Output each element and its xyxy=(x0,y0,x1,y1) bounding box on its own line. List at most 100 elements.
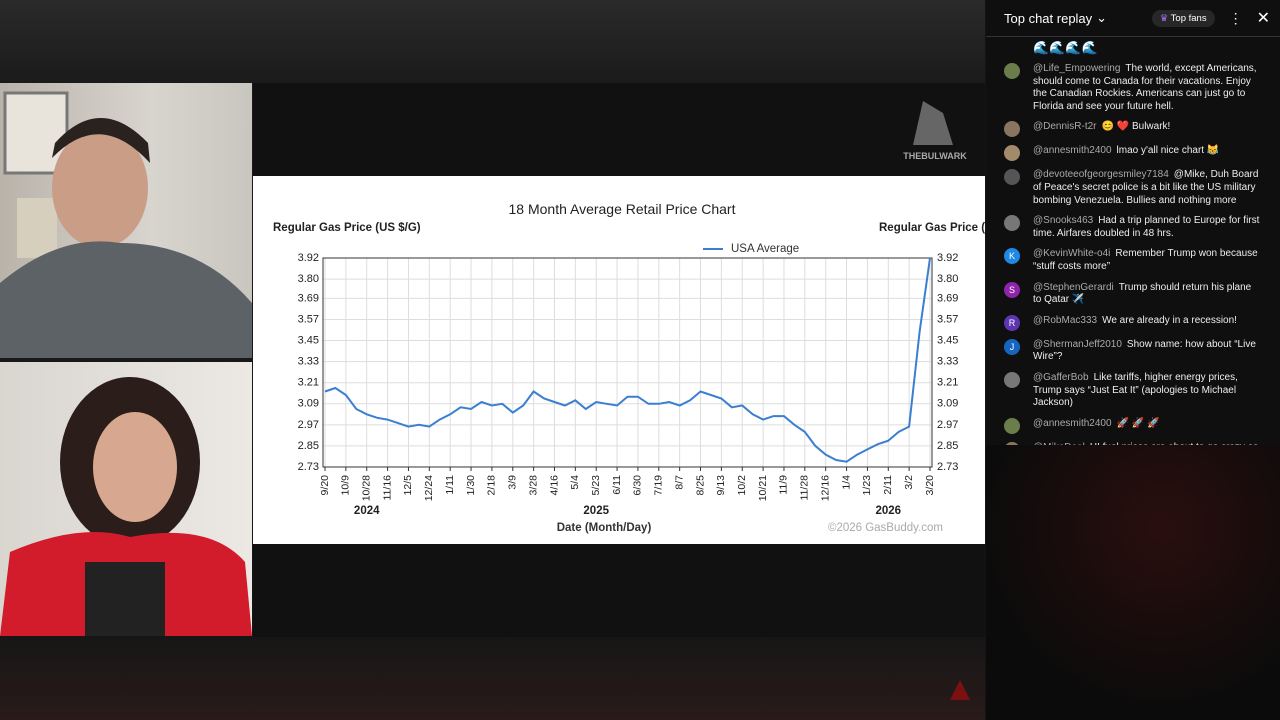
y-tick-label: 3.69 xyxy=(298,292,319,304)
y2-tick-label: 3.80 xyxy=(937,273,958,285)
y-tick-label: 3.57 xyxy=(298,313,319,325)
x-tick-label: 6/30 xyxy=(632,475,644,496)
top-fans-label: Top fans xyxy=(1170,12,1207,24)
x-tick-label: 1/23 xyxy=(861,475,873,496)
y-tick-label: 3.21 xyxy=(298,377,319,389)
x-tick-label: 12/5 xyxy=(402,475,414,496)
avatar[interactable] xyxy=(1004,441,1020,445)
y-tick-label: 3.09 xyxy=(298,398,319,410)
x-tick-label: 10/2 xyxy=(736,475,748,496)
x-tick-label: 3/20 xyxy=(924,475,936,496)
message-body: @ShermanJeff2010 Show name: how about “Li… xyxy=(1033,339,1262,364)
x-tick-label: 10/9 xyxy=(340,475,352,496)
y-tick-label: 2.73 xyxy=(298,461,319,473)
top-fans-button[interactable]: ♛ Top fans xyxy=(1151,9,1215,27)
y2-tick-label: 2.97 xyxy=(937,419,958,431)
chat-message: S @StephenGerardi Trump should return his … xyxy=(986,278,1280,311)
author[interactable]: @devoteeofgeorgesmiley7184 xyxy=(1033,169,1169,181)
logo-area: THEBULWARK xyxy=(903,101,967,161)
y-tick-label: 2.97 xyxy=(298,419,319,431)
message-body: @Snooks463 Had a trip planned to Europe f… xyxy=(1033,215,1262,240)
year-label: 2026 xyxy=(875,505,901,517)
author[interactable]: @annesmith2400 xyxy=(1033,417,1112,429)
x-tick-label: 6/11 xyxy=(611,475,623,495)
message-body: @annesmith2400 lmao y'all nice chart 😹 xyxy=(1033,145,1219,161)
y2-tick-label: 3.57 xyxy=(937,313,958,325)
x-tick-label: 11/9 xyxy=(778,475,790,495)
close-button[interactable]: ✕ xyxy=(1256,10,1270,27)
avatar[interactable] xyxy=(1004,215,1020,232)
message-body: @MikeDeal HI fuel prices are about to go … xyxy=(1033,442,1258,445)
chat-panel: Top chat replay ⌄ ♛ Top fans ⋮ ✕ 🌊🌊🌊🌊 @L… xyxy=(986,0,1280,720)
author[interactable]: @GafferBob xyxy=(1033,371,1089,383)
x-tick-label: 2/18 xyxy=(486,475,498,496)
chevron[interactable]: ⌄ xyxy=(1096,10,1108,25)
avatar[interactable] xyxy=(1004,417,1020,434)
message-body: @RobMac333 We are already in a recession! xyxy=(1033,315,1237,331)
x-tick-label: 8/7 xyxy=(673,475,685,490)
message-body: @DennisR-t2r 😊 ❤️ Bulwark! xyxy=(1033,121,1170,137)
x-tick-label: 11/28 xyxy=(799,475,811,501)
avatar[interactable] xyxy=(1004,371,1020,388)
avatar[interactable] xyxy=(1004,145,1020,162)
empty-area xyxy=(986,445,1280,720)
x-tick-label: 9/13 xyxy=(715,475,727,496)
message-text: Show name: how about “Live Wire”? xyxy=(1033,338,1256,363)
author[interactable]: @Snooks463 xyxy=(1033,215,1094,227)
message-text: @Mike, Duh Board of Peace's secret polic… xyxy=(1033,169,1259,206)
chat-message: J @ShermanJeff2010 Show name: how about “L… xyxy=(986,335,1280,368)
message-text: 😊 ❤️ Bulwark! xyxy=(1101,121,1171,133)
year-label: 2025 xyxy=(583,505,609,517)
avatar[interactable]: K xyxy=(1004,248,1020,265)
x-tick-label: 1/4 xyxy=(840,475,852,490)
message-body: @KevinWhite-o4i Remember Trump won becaus… xyxy=(1033,248,1262,273)
chat-message: @annesmith2400 🚀 🚀 🚀 xyxy=(986,414,1280,438)
avatar[interactable] xyxy=(1004,121,1020,138)
y-axis-label: Regular Gas Price (US $/G) xyxy=(273,222,421,234)
webcam-host xyxy=(0,83,252,358)
x-tick-label: 7/19 xyxy=(653,475,665,496)
message-body: @GafferBob Like tariffs, higher energy pr… xyxy=(1033,372,1262,410)
avatar[interactable]: R xyxy=(1004,314,1020,331)
x-tick-label: 3/9 xyxy=(507,475,519,490)
avatar[interactable]: J xyxy=(1004,338,1020,355)
message-text: We are already in a recession! xyxy=(1102,314,1237,326)
logo: THEBULWARK xyxy=(903,151,967,161)
chart: 18 Month Average Retail Price Chart Regu… xyxy=(253,176,985,544)
message-text: lmao y'all nice chart 😹 xyxy=(1116,145,1220,157)
y2-tick-label: 3.45 xyxy=(937,334,958,346)
message-text: Like tariffs, higher energy prices, Trum… xyxy=(1033,371,1238,409)
chart-title: 18 Month Average Retail Price Chart xyxy=(509,201,736,217)
message-body: @Life_Empowering The world, except Americ… xyxy=(1033,63,1262,113)
message-text: Remember Trump won because “stuff costs … xyxy=(1033,248,1258,272)
y2-tick-label: 3.33 xyxy=(937,356,958,368)
author[interactable]: @RobMac333 xyxy=(1033,314,1098,326)
video-stage: THEBULWARK 18 Month Average Retail Price… xyxy=(0,0,985,720)
avatar[interactable] xyxy=(1004,169,1020,186)
chat-message: @Snooks463 Had a trip planned to Europe f… xyxy=(986,211,1280,244)
legend-label: USA Average xyxy=(731,243,799,255)
y2-axis-label: Regular Gas Price (US $/G) xyxy=(879,222,985,234)
y-tick-label: 3.45 xyxy=(298,334,319,346)
avatar[interactable] xyxy=(1004,63,1020,79)
author[interactable]: @StephenGerardi xyxy=(1033,281,1114,293)
chat-message: @annesmith2400 lmao y'all nice chart 😹 xyxy=(986,141,1280,165)
y-tick-label: 3.80 xyxy=(298,273,319,285)
author[interactable]: @annesmith2400 xyxy=(1033,145,1112,157)
author[interactable]: @Life_Empowering xyxy=(1033,63,1121,74)
x-tick-label: 11/16 xyxy=(381,475,393,501)
webcam-figure xyxy=(0,377,252,636)
author[interactable]: @KevinWhite-o4i xyxy=(1033,248,1111,260)
message-text: 🚀 🚀 🚀 xyxy=(1116,417,1160,429)
menu-button[interactable]: ⋮ xyxy=(1228,9,1243,26)
partial-message: 🌊🌊🌊🌊 xyxy=(1033,40,1098,55)
chat-mode[interactable]: Top chat replay xyxy=(1004,10,1093,26)
author[interactable]: @MikeDeal xyxy=(1033,442,1085,445)
chat-messages: 🌊🌊🌊🌊 @Life_Empowering The world, except A… xyxy=(986,37,1280,445)
author[interactable]: @ShermanJeff2010 xyxy=(1033,338,1122,350)
corner-logo xyxy=(950,680,970,700)
y2-tick-label: 3.09 xyxy=(937,398,958,410)
author[interactable]: @DennisR-t2r xyxy=(1033,121,1097,133)
avatar[interactable]: S xyxy=(1004,281,1020,298)
credit: ©2026 GasBuddy.com xyxy=(828,522,943,534)
